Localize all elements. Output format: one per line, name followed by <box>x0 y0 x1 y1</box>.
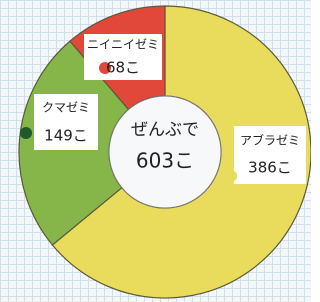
legend-dot <box>225 170 237 182</box>
legend-dot <box>20 127 32 139</box>
value-label: 386こ <box>248 159 292 177</box>
value-label: 149こ <box>44 127 88 145</box>
page: アブラゼミ 386こ クマゼミ 149こ ニイニイゼミ 68こぜんぶで 603こ <box>0 0 311 302</box>
center-text: ぜんぶで <box>131 120 199 140</box>
center-text: 603こ <box>136 149 194 173</box>
value-label: 68こ <box>106 59 140 77</box>
category-label: ニイニイゼミ <box>87 38 159 52</box>
category-label: クマゼミ <box>42 101 90 115</box>
category-label: アブラゼミ <box>240 133 300 148</box>
